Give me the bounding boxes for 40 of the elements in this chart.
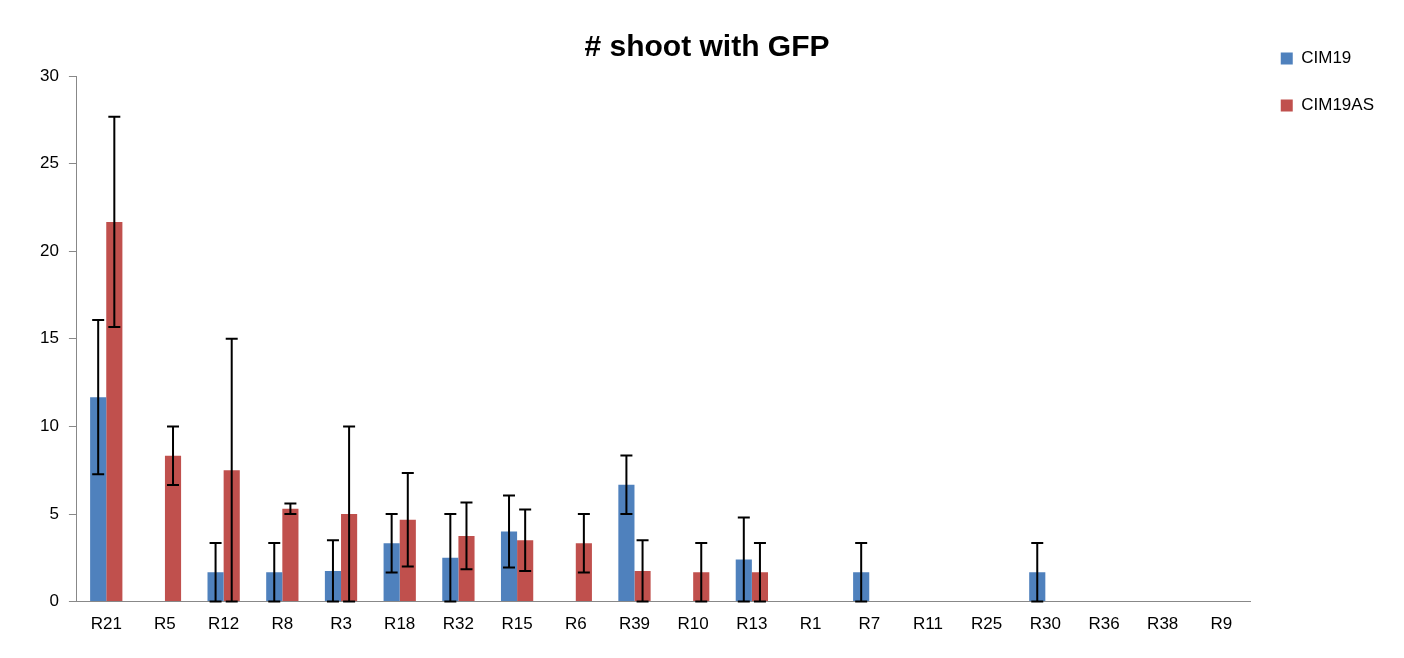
y-tick-label: 20 bbox=[39, 240, 59, 260]
x-tick-label: R12 bbox=[208, 614, 240, 634]
bar bbox=[517, 540, 534, 602]
y-tick-label: 25 bbox=[39, 153, 59, 173]
bar bbox=[399, 519, 416, 602]
x-tick-label: R5 bbox=[154, 614, 176, 634]
x-tick-label: R21 bbox=[90, 614, 122, 634]
y-tick-label: 5 bbox=[49, 503, 59, 523]
x-tick-label: R3 bbox=[330, 614, 352, 634]
bar bbox=[282, 508, 299, 602]
x-tick-label: R7 bbox=[858, 614, 881, 634]
y-tick-label: 10 bbox=[39, 416, 59, 436]
x-tick-label: R32 bbox=[442, 614, 474, 634]
y-tick-label: 30 bbox=[39, 65, 59, 85]
x-tick-label: R39 bbox=[618, 614, 651, 634]
legend-label: CIM19AS bbox=[1301, 95, 1374, 115]
bar bbox=[90, 397, 107, 602]
x-tick-label: R18 bbox=[384, 614, 416, 634]
chart-title: # shoot with GFP bbox=[584, 29, 830, 63]
bar bbox=[106, 221, 123, 602]
x-tick-label: R38 bbox=[1147, 614, 1179, 634]
x-tick-label: R8 bbox=[271, 614, 294, 634]
legend-label: CIM19 bbox=[1301, 48, 1352, 68]
bar bbox=[458, 535, 475, 602]
y-tick-label: 0 bbox=[49, 591, 59, 611]
x-tick-label: R36 bbox=[1088, 614, 1120, 634]
x-tick-label: R6 bbox=[564, 614, 587, 634]
x-tick-label: R13 bbox=[736, 614, 768, 634]
bar bbox=[575, 543, 592, 602]
x-tick-label: R15 bbox=[501, 614, 533, 634]
x-tick-label: R25 bbox=[971, 614, 1003, 634]
x-tick-label: R30 bbox=[1029, 614, 1061, 634]
x-tick-label: R11 bbox=[912, 614, 943, 634]
bar bbox=[164, 455, 182, 602]
x-tick-label: R9 bbox=[1210, 614, 1233, 634]
bar bbox=[618, 484, 635, 602]
x-tick-label: R10 bbox=[677, 614, 709, 634]
bar bbox=[383, 543, 400, 602]
y-tick-label: 15 bbox=[39, 328, 59, 348]
x-tick-label: R1 bbox=[799, 614, 822, 634]
